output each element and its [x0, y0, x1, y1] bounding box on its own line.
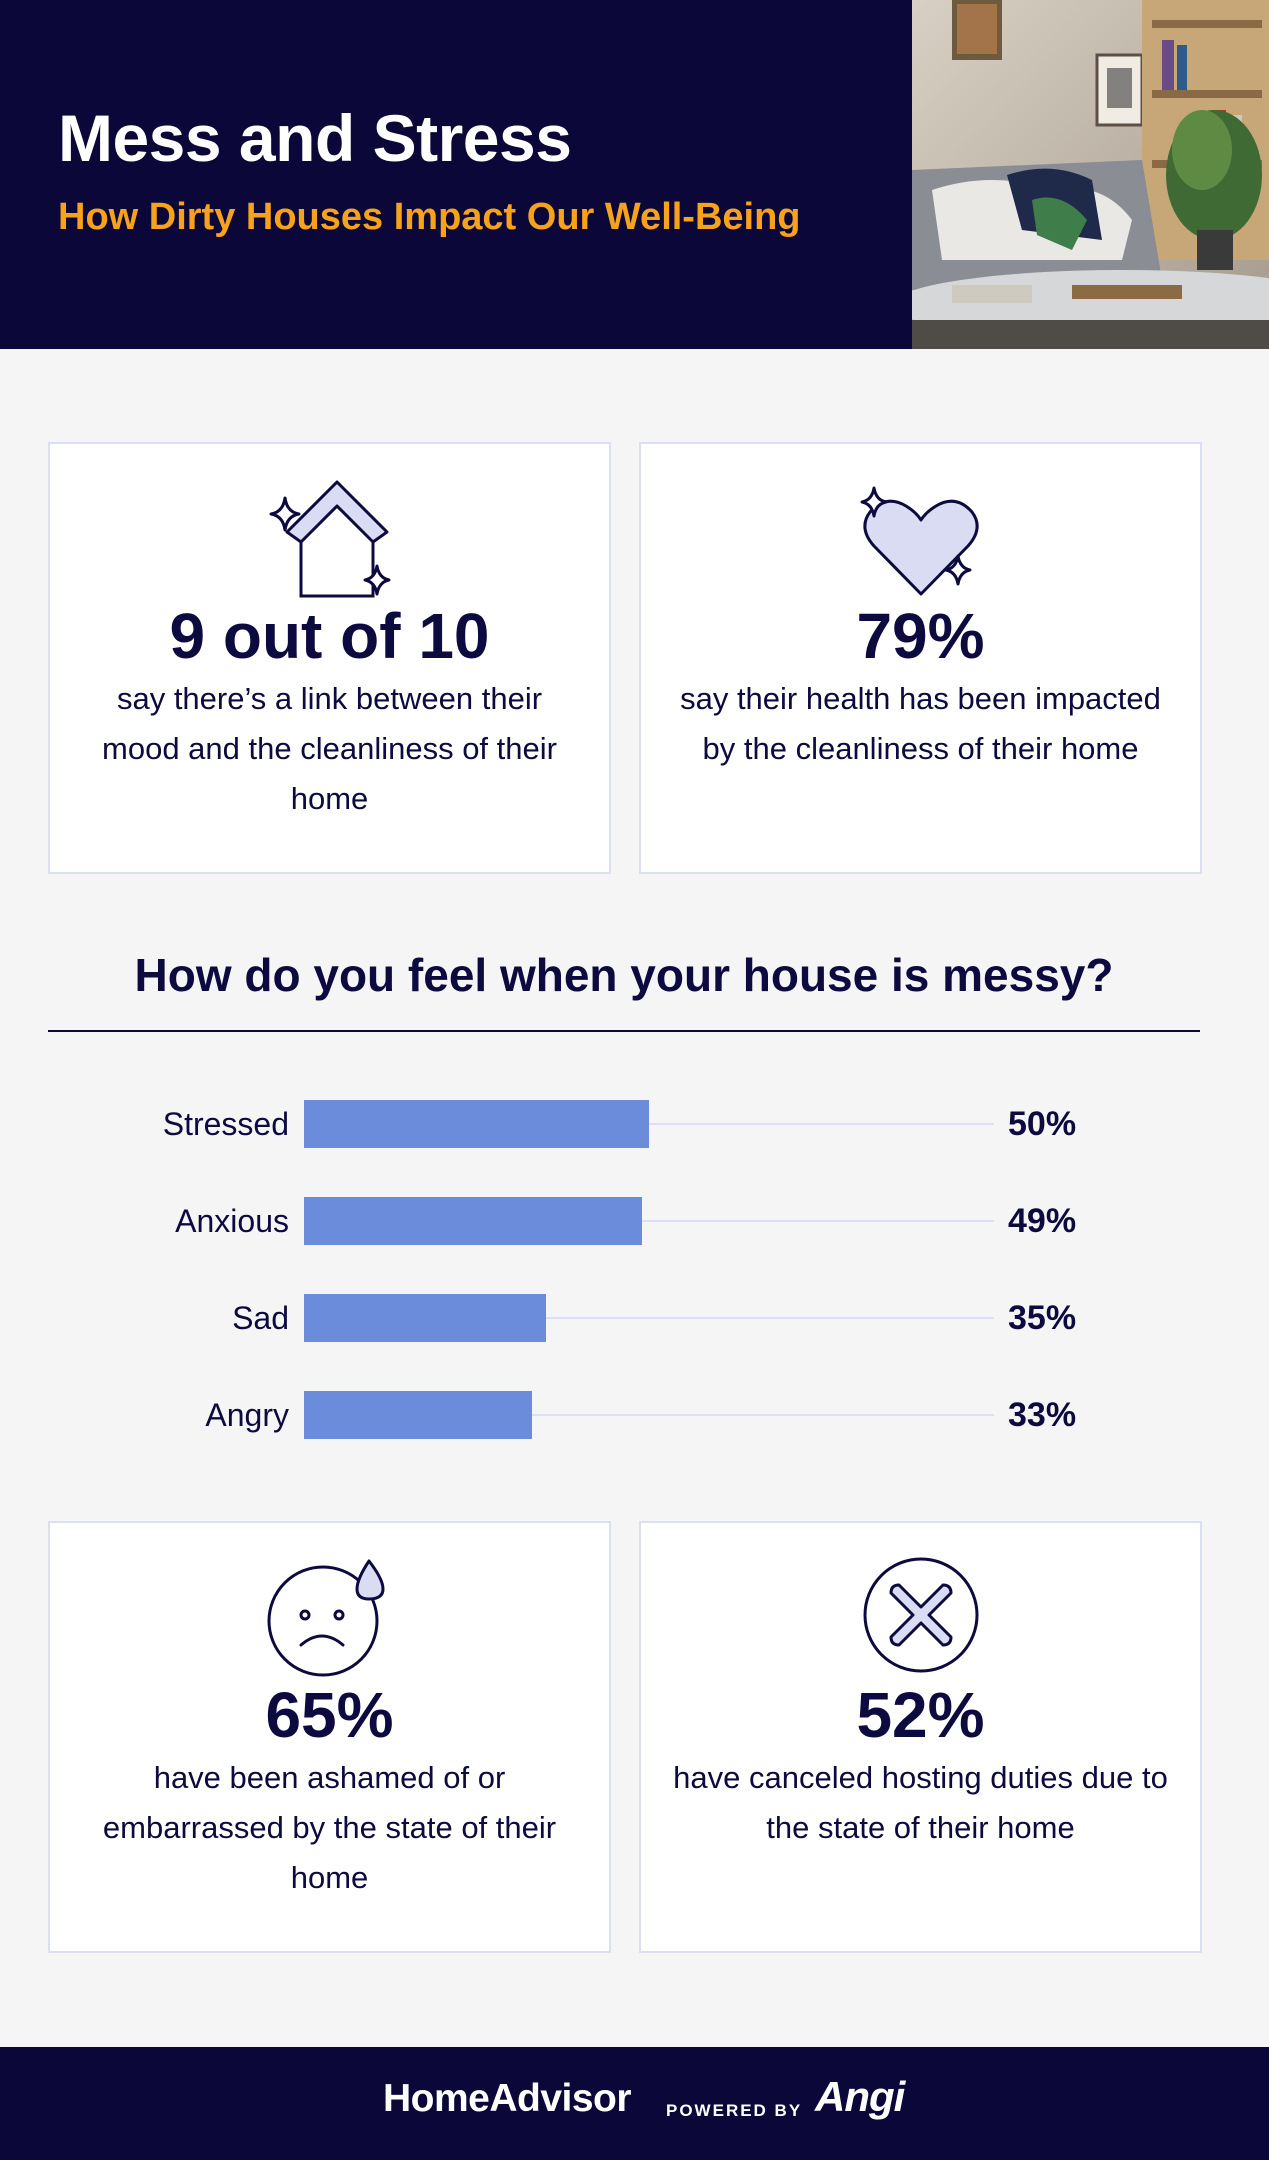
stat-card-ashamed: 65% have been ashamed of or embarrassed … [48, 1521, 611, 1953]
sad-face-sweat-icon [265, 1553, 395, 1688]
page-title: Mess and Stress [58, 101, 572, 175]
bar-category-label: Stressed [162, 1106, 289, 1142]
stat-description: have canceled hosting duties due to the … [673, 1760, 1168, 1845]
page-subtitle: How Dirty Houses Impact Our Well-Being [58, 196, 801, 238]
stat-description: say there’s a link between their mood an… [102, 681, 557, 816]
x-circle-icon [861, 1555, 981, 1680]
bar-category-label: Sad [232, 1300, 289, 1336]
stat-description: have been ashamed of or embarrassed by t… [102, 1760, 557, 1895]
bar-track [304, 1317, 994, 1319]
bar-category-label: Anxious [175, 1203, 289, 1239]
bar-row: Sad 35% [0, 1294, 1269, 1342]
stat-value: 52% [856, 1679, 985, 1751]
heart-sparkle-icon [856, 484, 986, 609]
house-sparkle-icon [265, 474, 395, 609]
bar [304, 1100, 649, 1148]
bar-track [304, 1414, 994, 1416]
stat-card-health-impact: 79% say their health has been impacted b… [639, 442, 1202, 874]
bar-value-label: 33% [1008, 1396, 1077, 1434]
bar-track [304, 1220, 994, 1222]
bar [304, 1294, 546, 1342]
bar-category-label: Angry [205, 1397, 289, 1433]
stat-value: 79% [856, 600, 985, 672]
messy-living-room-photo [912, 0, 1269, 349]
chart-title: How do you feel when your house is messy… [134, 949, 1114, 1001]
divider [48, 1030, 1200, 1032]
stat-card-canceled-hosting: 52% have canceled hosting duties due to … [639, 1521, 1202, 1953]
header-banner: Mess and Stress How Dirty Houses Impact … [0, 0, 1269, 349]
homeadvisor-logo[interactable]: HomeAdvisor [383, 2077, 632, 2120]
angi-logo[interactable]: Angi [815, 2073, 905, 2120]
powered-by-text: POWERED BY [666, 2101, 803, 2120]
bar-row: Stressed 50% [0, 1100, 1269, 1148]
stat-description: say their health has been impacted by th… [680, 681, 1161, 766]
stat-card-mood-link: 9 out of 10 say there’s a link between t… [48, 442, 611, 874]
bar-track [304, 1123, 994, 1125]
bar-row: Anxious 49% [0, 1197, 1269, 1245]
footer: HomeAdvisor POWERED BY Angi [0, 2047, 1269, 2160]
bar-value-label: 35% [1008, 1299, 1077, 1337]
bar-value-label: 50% [1008, 1105, 1077, 1143]
stat-value: 9 out of 10 [169, 600, 490, 672]
bar [304, 1197, 643, 1245]
bar-row: Angry 33% [0, 1391, 1269, 1439]
bar [304, 1391, 532, 1439]
bar-value-label: 49% [1008, 1202, 1077, 1240]
stat-value: 65% [265, 1679, 394, 1751]
